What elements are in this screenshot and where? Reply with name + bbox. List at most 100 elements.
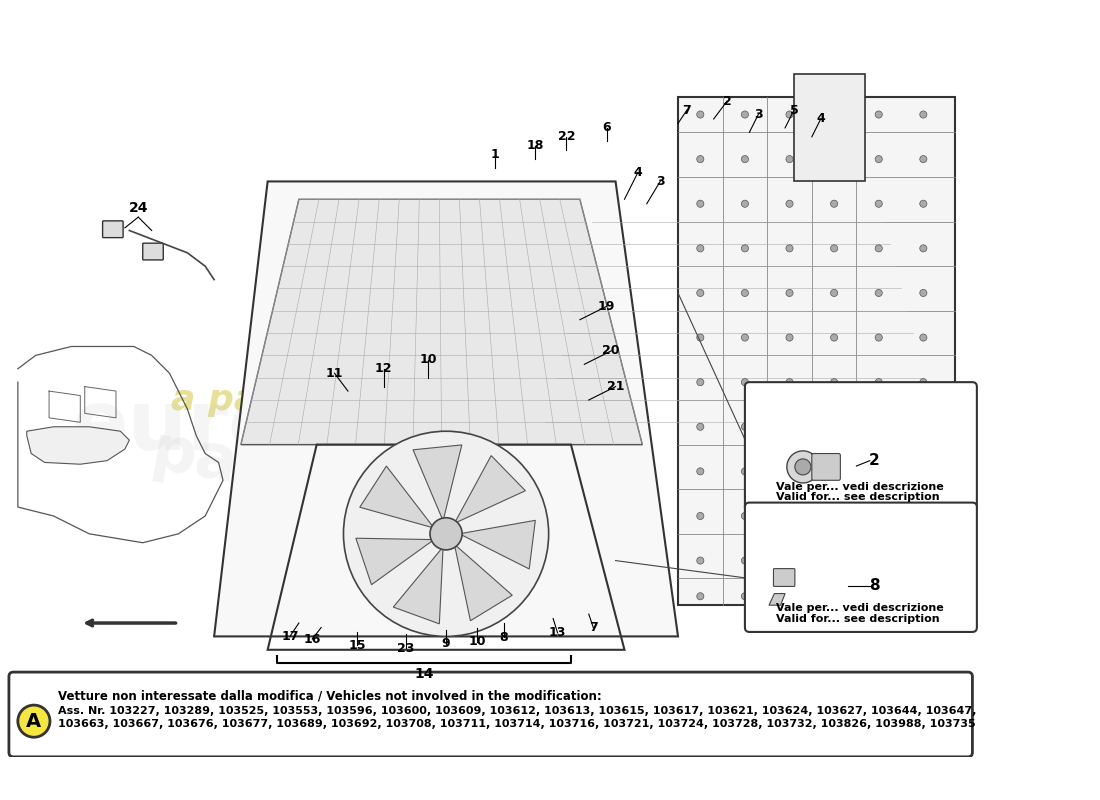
- Polygon shape: [356, 538, 435, 585]
- Circle shape: [696, 593, 704, 600]
- Polygon shape: [214, 182, 678, 637]
- Circle shape: [741, 200, 748, 207]
- Circle shape: [741, 423, 748, 430]
- Circle shape: [876, 245, 882, 252]
- Text: 23: 23: [397, 642, 415, 654]
- Circle shape: [830, 245, 838, 252]
- Circle shape: [696, 468, 704, 475]
- Circle shape: [920, 468, 927, 475]
- Circle shape: [876, 513, 882, 519]
- Text: Vetture non interessate dalla modifica / Vehicles not involved in the modificati: Vetture non interessate dalla modifica /…: [58, 690, 602, 703]
- Circle shape: [696, 378, 704, 386]
- Circle shape: [830, 155, 838, 162]
- Circle shape: [696, 557, 704, 564]
- Polygon shape: [26, 426, 130, 464]
- Text: 15: 15: [348, 639, 365, 652]
- Text: 22: 22: [558, 130, 575, 143]
- Circle shape: [830, 111, 838, 118]
- Circle shape: [786, 557, 793, 564]
- Circle shape: [696, 245, 704, 252]
- Text: 11: 11: [326, 366, 343, 380]
- Circle shape: [830, 513, 838, 519]
- Circle shape: [696, 155, 704, 162]
- Circle shape: [786, 378, 793, 386]
- Circle shape: [696, 513, 704, 519]
- Text: 5: 5: [790, 103, 799, 117]
- Circle shape: [830, 557, 838, 564]
- Circle shape: [876, 468, 882, 475]
- Text: A: A: [26, 712, 42, 730]
- Polygon shape: [454, 544, 513, 621]
- Text: euro
passione: euro passione: [147, 354, 477, 535]
- Text: 14: 14: [414, 667, 433, 681]
- Text: 4: 4: [816, 113, 825, 126]
- Text: 3: 3: [656, 175, 664, 188]
- Circle shape: [741, 378, 748, 386]
- FancyBboxPatch shape: [812, 454, 840, 480]
- Circle shape: [741, 155, 748, 162]
- Polygon shape: [460, 520, 536, 569]
- Text: 6: 6: [603, 122, 611, 134]
- Circle shape: [920, 593, 927, 600]
- Circle shape: [741, 245, 748, 252]
- Circle shape: [876, 334, 882, 341]
- Circle shape: [830, 468, 838, 475]
- Circle shape: [343, 431, 549, 637]
- Text: 7: 7: [683, 103, 691, 117]
- Circle shape: [920, 378, 927, 386]
- Circle shape: [786, 468, 793, 475]
- Circle shape: [920, 290, 927, 297]
- Circle shape: [786, 334, 793, 341]
- Circle shape: [876, 155, 882, 162]
- Circle shape: [696, 111, 704, 118]
- Text: 17: 17: [282, 630, 299, 643]
- Text: Vale per... vedi descrizione: Vale per... vedi descrizione: [777, 482, 944, 491]
- Circle shape: [430, 518, 462, 550]
- Circle shape: [876, 593, 882, 600]
- Circle shape: [696, 334, 704, 341]
- Circle shape: [830, 334, 838, 341]
- FancyBboxPatch shape: [102, 221, 123, 238]
- Text: 10: 10: [469, 635, 486, 648]
- Circle shape: [876, 557, 882, 564]
- Text: a passion since 1947: a passion since 1947: [172, 383, 596, 417]
- Text: 1: 1: [491, 148, 499, 161]
- Circle shape: [920, 111, 927, 118]
- Circle shape: [741, 334, 748, 341]
- FancyBboxPatch shape: [773, 569, 795, 586]
- Polygon shape: [454, 456, 526, 523]
- Text: 13: 13: [549, 626, 566, 639]
- Text: 10: 10: [419, 354, 437, 366]
- FancyBboxPatch shape: [678, 97, 955, 605]
- Polygon shape: [769, 594, 785, 605]
- Text: 3: 3: [754, 108, 762, 121]
- Circle shape: [920, 513, 927, 519]
- Text: euro: euro: [72, 386, 286, 467]
- Circle shape: [830, 290, 838, 297]
- Text: Vale per... vedi descrizione: Vale per... vedi descrizione: [777, 603, 944, 613]
- Circle shape: [786, 513, 793, 519]
- Circle shape: [786, 111, 793, 118]
- Text: 21: 21: [607, 380, 625, 393]
- Polygon shape: [360, 466, 434, 528]
- Circle shape: [741, 468, 748, 475]
- Text: Ass. Nr. 103227, 103289, 103525, 103553, 103596, 103600, 103609, 103612, 103613,: Ass. Nr. 103227, 103289, 103525, 103553,…: [58, 706, 977, 716]
- Circle shape: [920, 245, 927, 252]
- Circle shape: [920, 423, 927, 430]
- Circle shape: [876, 111, 882, 118]
- Circle shape: [876, 378, 882, 386]
- Text: 19: 19: [598, 300, 615, 313]
- FancyBboxPatch shape: [745, 502, 977, 632]
- Text: 18: 18: [527, 139, 544, 152]
- Circle shape: [786, 593, 793, 600]
- Circle shape: [786, 200, 793, 207]
- Circle shape: [741, 513, 748, 519]
- Polygon shape: [412, 445, 462, 521]
- Polygon shape: [241, 199, 642, 445]
- Circle shape: [741, 290, 748, 297]
- Circle shape: [786, 423, 793, 430]
- Circle shape: [920, 557, 927, 564]
- FancyBboxPatch shape: [745, 382, 977, 511]
- FancyBboxPatch shape: [9, 672, 972, 757]
- Polygon shape: [394, 547, 443, 624]
